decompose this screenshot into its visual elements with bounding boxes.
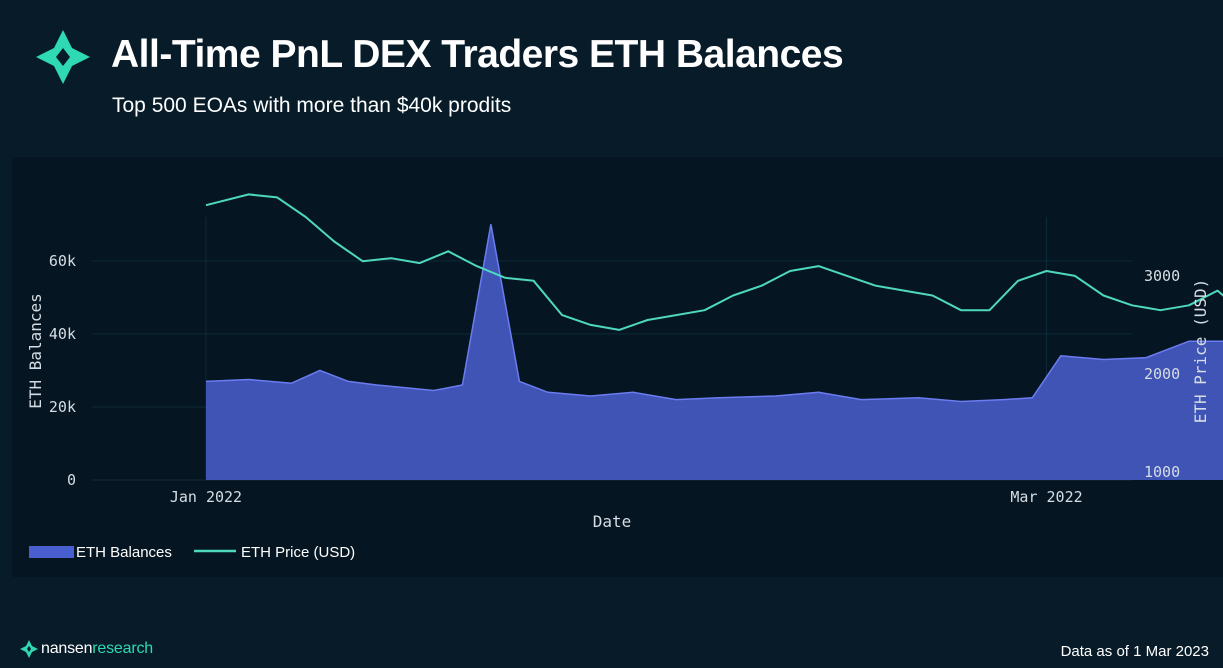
y-tick-label: 40k <box>49 325 76 343</box>
nansen-logo-icon <box>36 30 90 84</box>
y2-axis-title: ETH Price (USD) <box>1191 279 1210 424</box>
y2-tick-label: 2000 <box>1144 365 1180 383</box>
y-tick-label: 60k <box>49 252 76 270</box>
y2-tick-label: 1000 <box>1144 463 1180 481</box>
nansen-mark-icon <box>20 640 38 658</box>
balance-area-layer <box>205 224 1223 480</box>
footer-brand: nansen research <box>19 636 153 662</box>
balance-area <box>206 224 1223 480</box>
page-subtitle: Top 500 EOAs with more than $40k prodits <box>112 94 512 117</box>
y2-tick-label: 3000 <box>1144 267 1180 285</box>
brand-name: nansen <box>41 640 93 657</box>
y-tick-label: 20k <box>49 398 76 416</box>
y-axis-title: ETH Balances <box>26 293 45 409</box>
y-tick-label: 0 <box>67 471 76 489</box>
x-axis-title: Date <box>593 512 632 531</box>
x-tick-label: Jan 2022 <box>170 488 242 506</box>
page-title: All-Time PnL DEX Traders ETH Balances <box>111 33 844 76</box>
x-tick-label: Mar 2022 <box>1010 488 1082 506</box>
data-date-note: Data as of 1 Mar 2023 <box>1060 643 1209 660</box>
legend-balance-swatch <box>29 546 74 558</box>
brand-suffix: research <box>92 640 153 657</box>
legend[interactable]: ETH Balances ETH Price (USD) <box>29 544 355 561</box>
legend-balance-label[interactable]: ETH Balances <box>76 544 172 561</box>
header: All-Time PnL DEX Traders ETH Balances To… <box>0 0 1223 130</box>
legend-price-label[interactable]: ETH Price (USD) <box>241 544 355 561</box>
